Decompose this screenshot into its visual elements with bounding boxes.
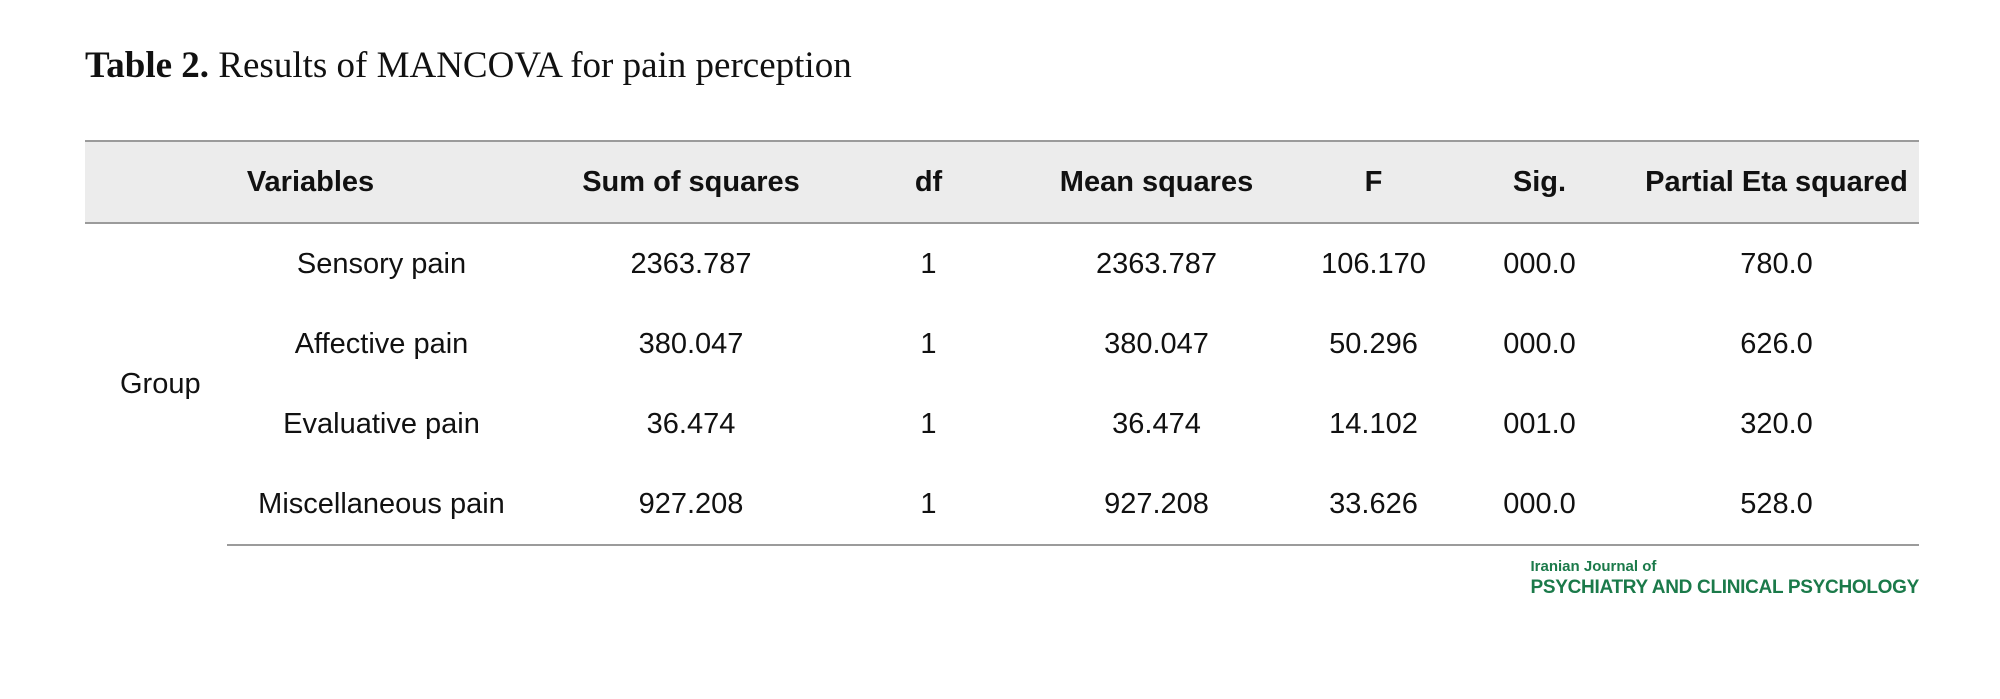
journal-name-line2: PSYCHIATRY AND CLINICAL PSYCHOLOGY — [1530, 577, 1920, 598]
cell-df: 1 — [920, 327, 937, 360]
cell-variable: Affective pain — [294, 327, 469, 360]
table-number: Table 2. — [85, 45, 210, 86]
header-df: df — [846, 140, 1011, 224]
cell-variable: Evaluative pain — [283, 407, 480, 440]
group-label: Group — [120, 368, 201, 400]
cell-sum-of-squares: 927.208 — [536, 464, 846, 546]
journal-name-line1: Iranian Journal of — [1530, 558, 1657, 575]
table-row: Miscellaneous pain 927.208 1 927.208 33.… — [85, 464, 1919, 546]
cell-sig: 000.0 — [1503, 327, 1576, 360]
journal-logo: Iranian Journal of PSYCHIATRY AND CLINIC… — [1531, 558, 1920, 600]
cell-df: 1 — [846, 464, 1011, 546]
cell-partial-eta: 528.0 — [1634, 464, 1919, 546]
table-title: Results of MANCOVA for pain perception — [218, 45, 852, 86]
cell-mean-squares: 927.208 — [1011, 464, 1302, 546]
header-sig: Sig. — [1445, 140, 1634, 224]
cell-partial-eta: 626.0 — [1740, 327, 1813, 360]
cell-sig: 000.0 — [1503, 247, 1576, 280]
cell-f: 14.102 — [1329, 407, 1418, 440]
cell-df: 1 — [920, 407, 937, 440]
cell-variable: Miscellaneous pain — [227, 464, 536, 546]
cell-variable: Sensory pain — [296, 247, 467, 280]
cell-f: 33.626 — [1302, 464, 1445, 546]
header-f: F — [1302, 140, 1445, 224]
cell-mean-squares: 2363.787 — [1096, 247, 1217, 280]
cell-mean-squares: 380.047 — [1104, 327, 1209, 360]
header-variables: Variables — [85, 140, 536, 224]
cell-partial-eta: 320.0 — [1740, 407, 1813, 440]
cell-sum-of-squares: 380.047 — [638, 327, 744, 360]
table-row: Group Sensory pain 2363.787 1 2363.787 1… — [85, 223, 1919, 401]
table-header-row: Variables Sum of squares df Mean squares… — [85, 140, 1919, 224]
cell-mean-squares: 36.474 — [1112, 407, 1201, 440]
cell-sum-of-squares: 2363.787 — [630, 247, 752, 280]
cell-sig: 001.0 — [1503, 407, 1576, 440]
cell-sig: 000.0 — [1445, 464, 1634, 546]
header-mean-squares: Mean squares — [1011, 140, 1302, 224]
table-row: Evaluative pain 36.474 1 36.474 14.102 0… — [85, 384, 1919, 464]
cell-f: 106.170 — [1321, 247, 1426, 280]
cell-f: 50.296 — [1329, 327, 1418, 360]
table-caption: Table 2. Results of MANCOVA for pain per… — [85, 44, 852, 87]
cell-partial-eta: 780.0 — [1740, 247, 1813, 280]
mancova-table: Variables Sum of squares df Mean squares… — [85, 140, 1919, 546]
cell-df: 1 — [920, 247, 937, 280]
header-partial-eta-squared: Partial Eta squared — [1634, 140, 1919, 224]
header-sum-of-squares: Sum of squares — [536, 140, 846, 224]
table-row: Affective pain 380.047 1 380.047 50.296 … — [85, 304, 1919, 384]
cell-sum-of-squares: 36.474 — [646, 407, 736, 440]
